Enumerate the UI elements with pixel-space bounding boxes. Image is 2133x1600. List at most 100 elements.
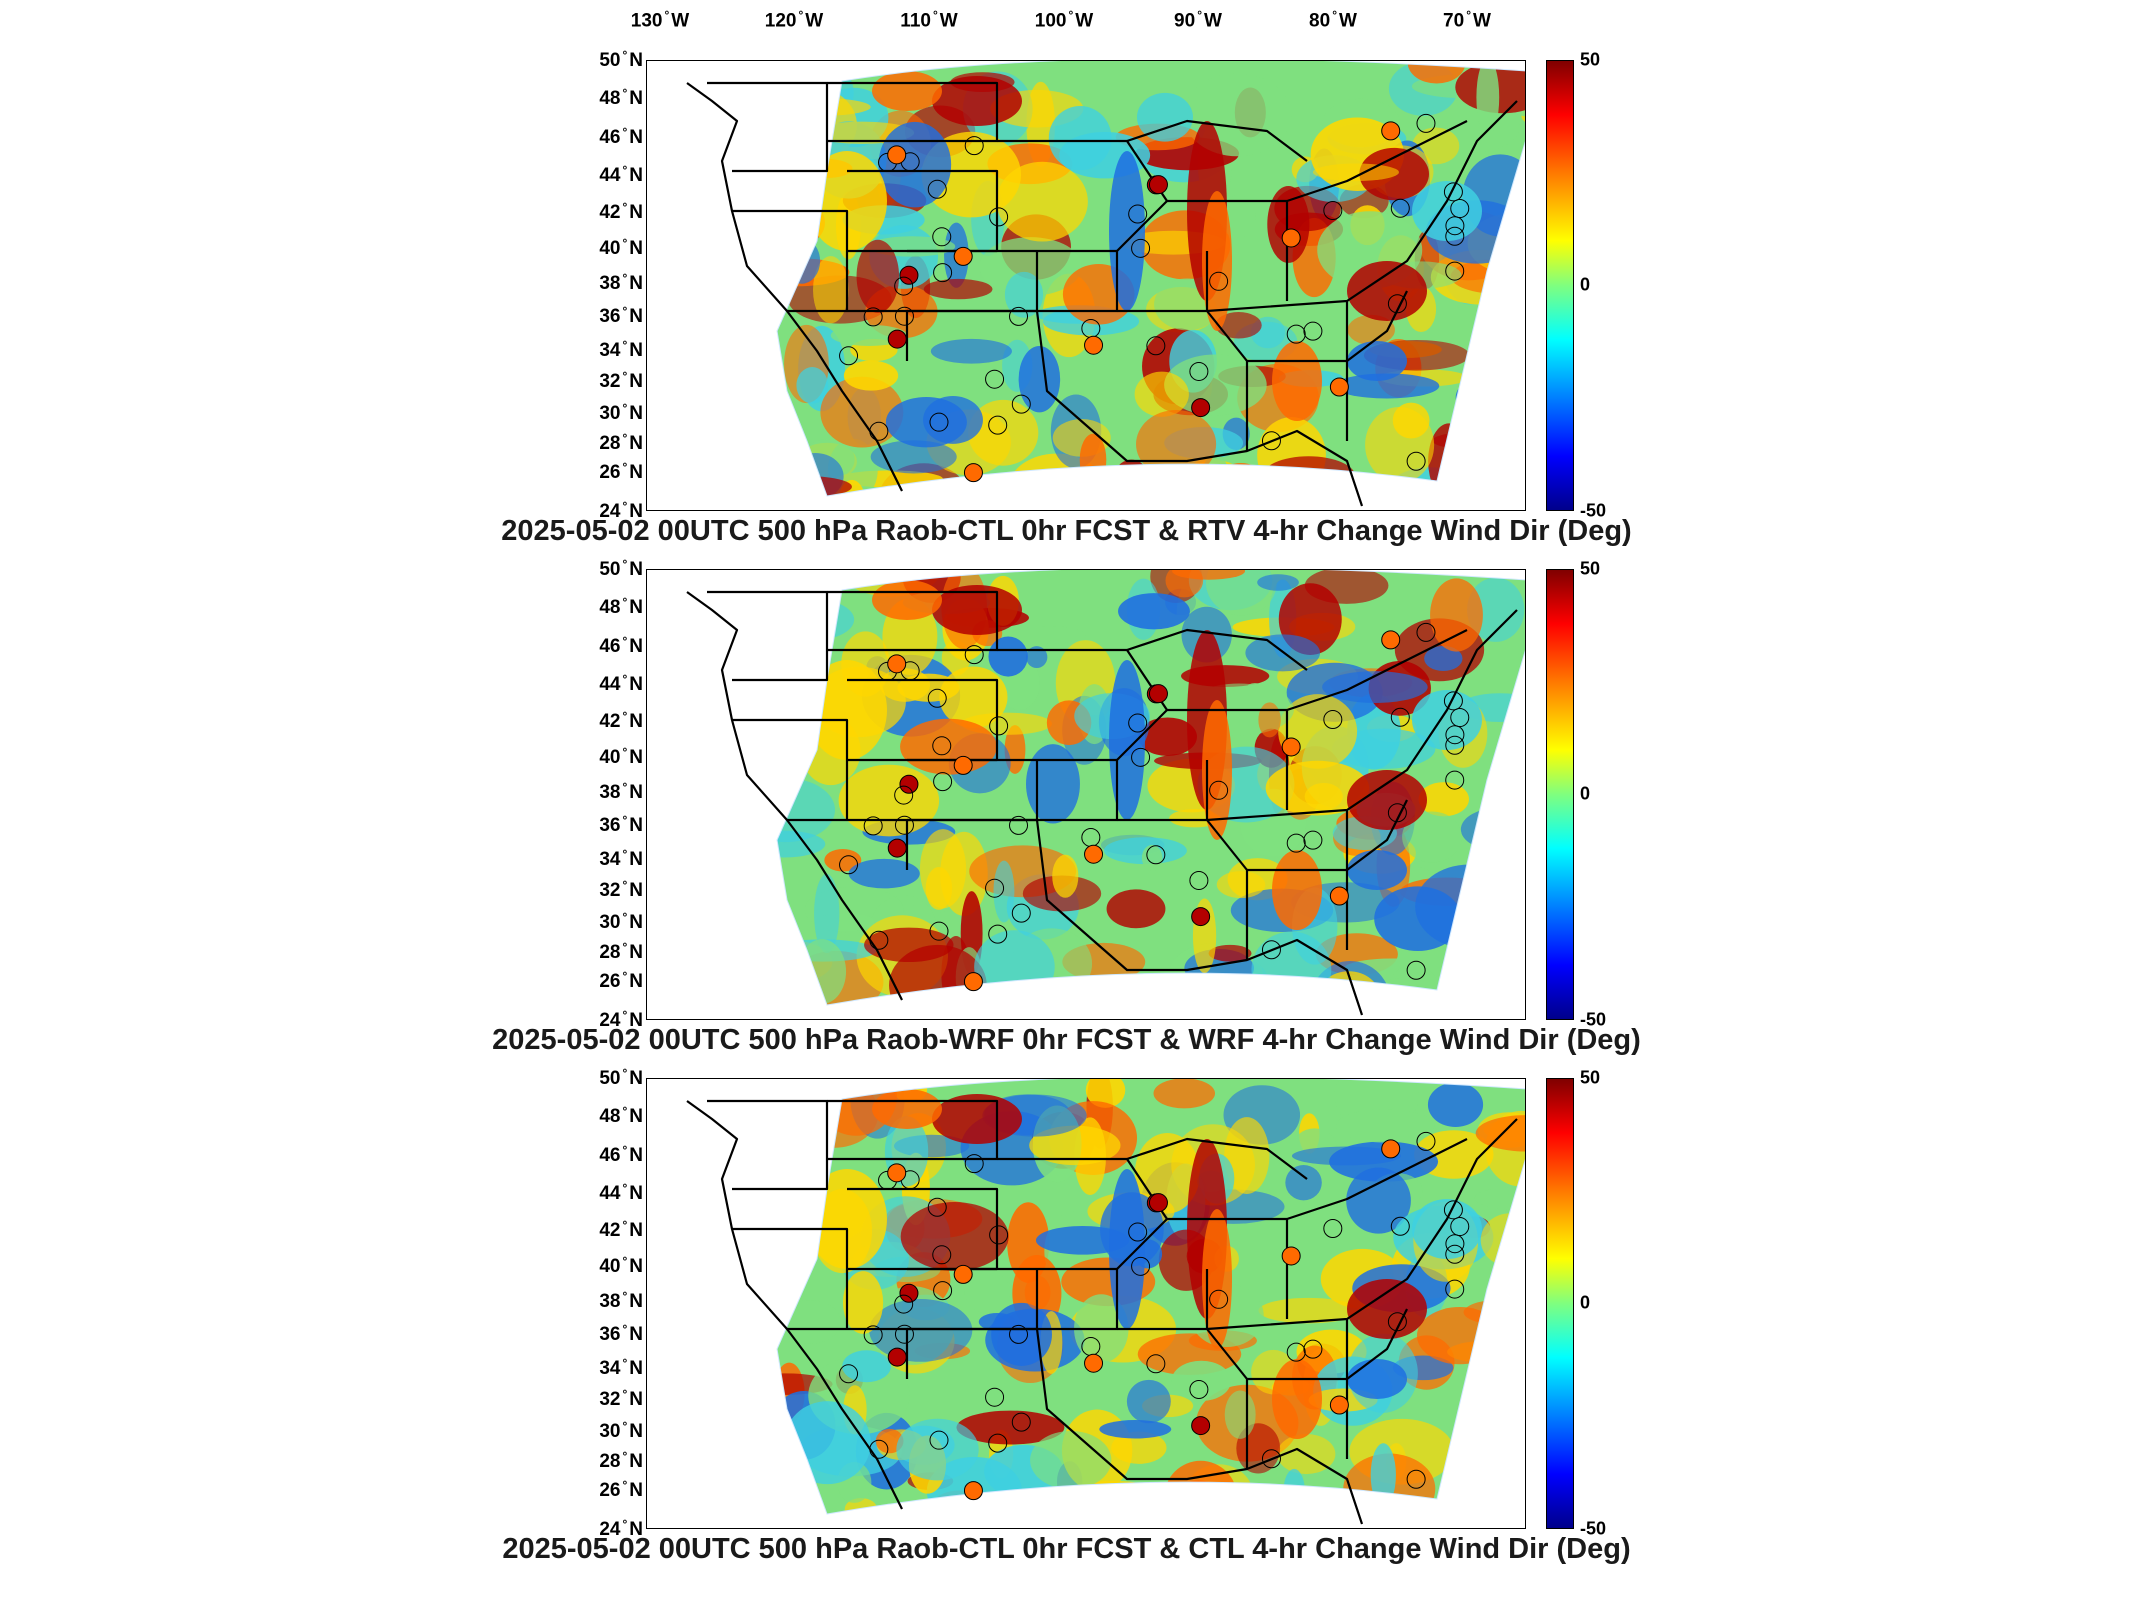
raob-station-marker — [1445, 1279, 1465, 1299]
raob-station-marker — [1261, 940, 1281, 960]
raob-station-marker — [985, 878, 1005, 898]
lat-tick: 50 ° N — [599, 1065, 643, 1090]
raob-station-marker — [1381, 121, 1401, 141]
raob-station-marker — [1323, 1219, 1343, 1239]
state-boundaries — [686, 81, 1518, 507]
lat-tick: 30 ° N — [599, 909, 643, 934]
raob-station-marker — [1387, 1312, 1407, 1332]
raob-station-marker — [1443, 691, 1463, 711]
raob-station-marker — [927, 688, 947, 708]
raob-station-marker — [932, 227, 952, 247]
map-panel-wrf: 50 ° N 48 ° N 46 ° N 44 ° N 42 ° N 40 ° N 38 ° N 36 ° N 34 ° N 32 ° N… — [0, 557, 2133, 1079]
raob-station-marker — [1011, 903, 1031, 923]
raob-station-marker — [1148, 684, 1168, 704]
lat-tick: 48 ° N — [599, 1103, 643, 1128]
lat-tick: 50 ° N — [599, 47, 643, 72]
raob-station-marker — [863, 816, 883, 836]
longitude-axis: 130 ° W 120 ° W 110 ° W 100 ° W 90 ° W 80 ° W 70 ° W — [0, 0, 2133, 50]
colorbar-tick-label: 50 — [1580, 49, 1601, 70]
lat-tick: 48 ° N — [599, 594, 643, 619]
lat-tick: 38 ° N — [599, 270, 643, 295]
raob-station-marker — [933, 772, 953, 792]
raob-station-marker — [964, 136, 984, 156]
raob-station-marker — [1303, 830, 1323, 850]
raob-station-marker — [929, 412, 949, 432]
colorbar — [1546, 569, 1574, 1020]
raob-station-marker — [1209, 780, 1229, 800]
lat-tick: 46 ° N — [599, 633, 643, 658]
raob-station-marker — [953, 1264, 973, 1284]
raob-station-marker — [1406, 451, 1426, 471]
raob-station-marker — [963, 972, 983, 992]
raob-station-marker — [927, 179, 947, 199]
raob-station-marker — [1323, 201, 1343, 221]
raob-station-marker — [1009, 1324, 1029, 1344]
lat-tick: 40 ° N — [599, 235, 643, 260]
lat-tick: 42 ° N — [599, 708, 643, 733]
raob-station-marker — [1329, 886, 1349, 906]
raob-station-marker — [894, 815, 914, 835]
raob-station-marker — [1450, 199, 1470, 219]
raob-station-marker — [1390, 198, 1410, 218]
raob-station-marker — [1261, 431, 1281, 451]
colorbar-tick-label: -50 — [1580, 500, 1607, 521]
raob-station-marker — [839, 346, 859, 366]
raob-station-marker — [869, 1439, 889, 1459]
raob-station-marker — [1329, 377, 1349, 397]
raob-station-marker — [1387, 803, 1407, 823]
lat-tick: 40 ° N — [599, 1253, 643, 1278]
raob-station-marker — [887, 1163, 907, 1183]
raob-station-marker — [1084, 335, 1104, 355]
raob-station-marker — [1281, 1246, 1301, 1266]
raob-station-marker — [1011, 1412, 1031, 1432]
lat-tick: 32 ° N — [599, 368, 643, 393]
map-canvas — [686, 61, 1525, 507]
map-canvas — [686, 570, 1525, 1016]
raob-station-marker — [1286, 1342, 1306, 1362]
lat-tick: 24 ° N — [599, 1007, 643, 1032]
raob-station-marker — [1406, 960, 1426, 980]
raob-station-marker — [989, 1225, 1009, 1245]
raob-station-marker — [899, 265, 919, 285]
panel-title: 2025-05-02 00UTC 500 hPa Raob-CTL 0hr FC… — [501, 515, 1632, 547]
raob-station-marker — [932, 1245, 952, 1265]
lat-tick: 48 ° N — [599, 85, 643, 110]
lon-tick: 110 ° W — [900, 8, 958, 32]
raob-station-marker — [1189, 361, 1209, 381]
raob-station-marker — [1443, 182, 1463, 202]
raob-station-marker — [1445, 735, 1465, 755]
raob-station-marker — [963, 463, 983, 483]
map-panel-rtv: 50 ° N 48 ° N 46 ° N 44 ° N 42 ° N 40 ° N 38 ° N 36 ° N 34 ° N 32 ° N… — [0, 48, 2133, 570]
lat-tick: 26 ° N — [599, 968, 643, 993]
lat-tick: 24 ° N — [599, 1516, 643, 1541]
colorbar-tick-label: -50 — [1580, 1518, 1607, 1539]
lat-tick: 28 ° N — [599, 939, 643, 964]
colorbar-tick-label: -50 — [1580, 1009, 1607, 1030]
raob-station-marker — [863, 1325, 883, 1345]
raob-station-marker — [1011, 394, 1031, 414]
raob-station-marker — [985, 1387, 1005, 1407]
lon-tick: 80 ° W — [1309, 8, 1357, 32]
state-boundaries — [686, 1099, 1518, 1525]
lat-tick: 42 ° N — [599, 199, 643, 224]
raob-stations — [839, 113, 1470, 483]
raob-station-marker — [1281, 228, 1301, 248]
raob-station-marker — [927, 1197, 947, 1217]
map-frame — [646, 60, 1526, 511]
wind-direction-field — [777, 61, 1525, 497]
lon-tick: 130 ° W — [630, 8, 690, 32]
map-panel-ctl: 50 ° N 48 ° N 46 ° N 44 ° N 42 ° N 40 ° N 38 ° N 36 ° N 34 ° N 32 ° N… — [0, 1066, 2133, 1588]
raob-station-marker — [988, 1433, 1008, 1453]
lat-tick: 42 ° N — [599, 1217, 643, 1242]
raob-station-marker — [1445, 261, 1465, 281]
lat-tick: 34 ° N — [599, 337, 643, 362]
raob-station-marker — [1146, 845, 1166, 865]
raob-station-marker — [899, 774, 919, 794]
lon-tick: 70 ° W — [1443, 8, 1491, 32]
lat-tick: 38 ° N — [599, 1288, 643, 1313]
raob-station-marker — [887, 654, 907, 674]
raob-station-marker — [1443, 1200, 1463, 1220]
lat-tick: 40 ° N — [599, 744, 643, 769]
raob-station-marker — [953, 246, 973, 266]
